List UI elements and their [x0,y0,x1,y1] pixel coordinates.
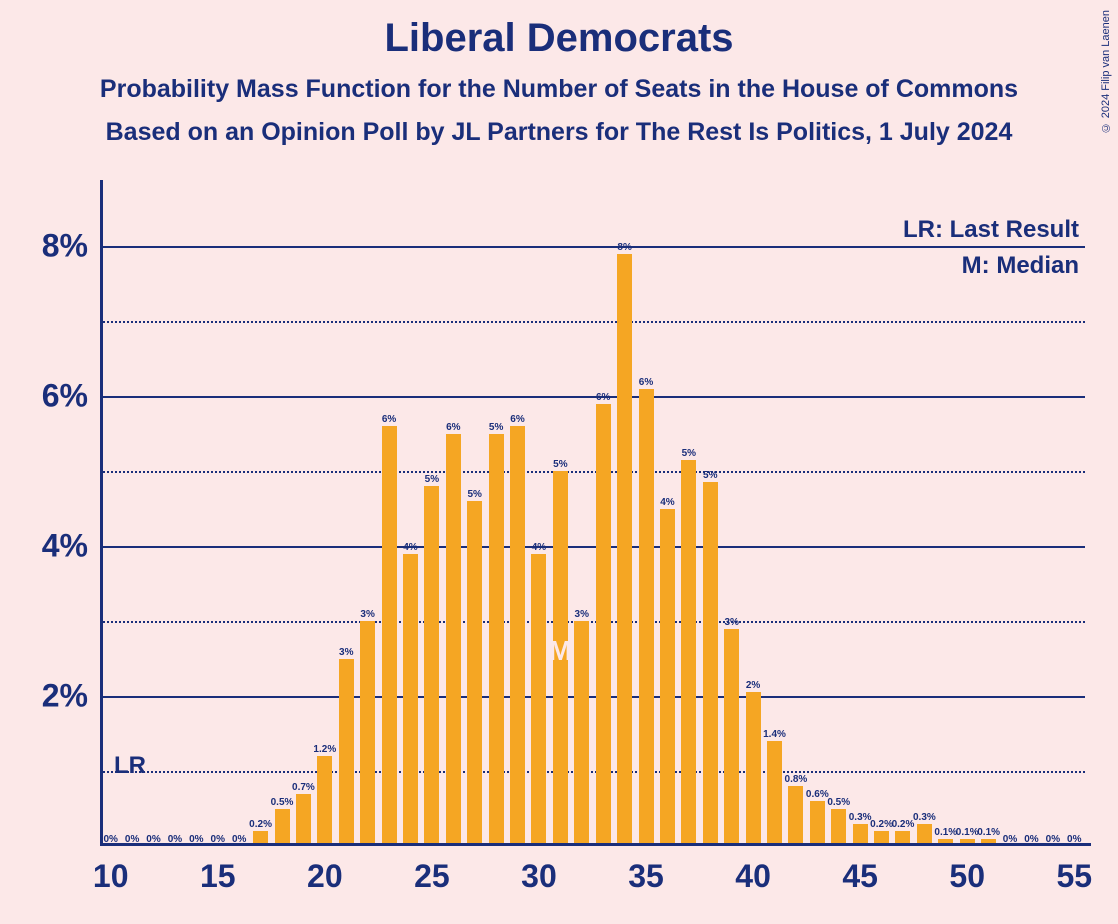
xtick-label: 25 [414,846,450,895]
bar: 2% [746,692,761,846]
bar-value-label: 5% [425,474,439,486]
bar-value-label: 0.5% [271,797,294,809]
ytick-label: 6% [42,378,100,415]
chart-subtitle-2: Based on an Opinion Poll by JL Partners … [0,118,1118,147]
x-axis [100,843,1091,846]
bar-value-label: 5% [467,489,481,501]
bar-value-label: 5% [489,422,503,434]
bar-value-label: 6% [639,377,653,389]
bar-value-label: 4% [532,542,546,554]
xtick-label: 10 [93,846,129,895]
bar: 6% [446,434,461,847]
plot-area: 2%4%6%8%LR0%0%0%0%0%0%0%0.2%0.5%0.7%1.2%… [100,186,1085,846]
bar-value-label: 4% [660,497,674,509]
chart-title: Liberal Democrats [0,0,1118,61]
bar-value-label: 6% [596,392,610,404]
gridline-major [100,396,1085,398]
bar: 6% [596,404,611,847]
bar-value-label: 5% [553,459,567,471]
bar-value-label: 1.4% [763,729,786,741]
bar: 3% [724,629,739,847]
bar: 5% [681,460,696,846]
bar: 0.5% [831,809,846,847]
bar: 6% [510,426,525,846]
bar-value-label: 6% [382,414,396,426]
gridline-minor [100,621,1085,623]
ytick-label: 4% [42,528,100,565]
bar-value-label: 0.3% [849,812,872,824]
bar: 0.8% [788,786,803,846]
bar: 0.7% [296,794,311,847]
bar-value-label: 0.2% [870,819,893,831]
gridline-major [100,546,1085,548]
bar: 5% [424,486,439,846]
xtick-label: 50 [949,846,985,895]
xtick-label: 35 [628,846,664,895]
bar-value-label: 0.2% [892,819,915,831]
pmf-bar-chart: 2%4%6%8%LR0%0%0%0%0%0%0%0.2%0.5%0.7%1.2%… [100,186,1085,846]
gridline-major [100,246,1085,248]
bar-value-label: 3% [339,647,353,659]
bar: 0.5% [275,809,290,847]
legend-lr: LR: Last Result [903,216,1079,244]
bar-value-label: 0.1% [934,827,957,839]
bar-value-label: 8% [617,242,631,254]
bar: 5% [467,501,482,846]
bar-value-label: 6% [510,414,524,426]
bar-value-label: 5% [682,448,696,460]
gridline-major [100,696,1085,698]
xtick-label: 15 [200,846,236,895]
xtick-label: 40 [735,846,771,895]
bar: 5% [703,482,718,846]
bar-value-label: 1.2% [313,744,336,756]
ytick-label: 2% [42,678,100,715]
bar: 4% [403,554,418,847]
bar-value-label: 4% [403,542,417,554]
lr-marker: LR [114,752,146,780]
bar-value-label: 0.1% [956,827,979,839]
bar-value-label: 2% [746,680,760,692]
bar: 8% [617,254,632,847]
bar-value-label: 3% [724,617,738,629]
bar-value-label: 0.2% [249,819,272,831]
bar-value-label: 3% [575,609,589,621]
gridline-minor [100,471,1085,473]
legend-median: M: Median [962,252,1079,280]
gridline-minor [100,771,1085,773]
xtick-label: 45 [842,846,878,895]
xtick-label: 30 [521,846,557,895]
copyright-text: © 2024 Filip van Laenen [1100,10,1112,133]
bar: 3% [360,621,375,846]
bar-value-label: 0.6% [806,789,829,801]
bar: 4% [660,509,675,847]
bar: 1.2% [317,756,332,846]
bar-value-label: 0.7% [292,782,315,794]
bar: 5% [489,434,504,847]
bar: 5% [553,471,568,846]
bar-value-label: 0.8% [785,774,808,786]
bar: 6% [639,389,654,847]
bar: 6% [382,426,397,846]
bar: 4% [531,554,546,847]
y-axis [100,180,103,846]
bar-value-label: 5% [703,470,717,482]
gridline-minor [100,321,1085,323]
bar: 3% [339,659,354,847]
bar-value-label: 0.3% [913,812,936,824]
xtick-label: 55 [1056,846,1092,895]
xtick-label: 20 [307,846,343,895]
bar: 0.6% [810,801,825,846]
chart-subtitle-1: Probability Mass Function for the Number… [0,75,1118,104]
bar-value-label: 6% [446,422,460,434]
bar: 3% [574,621,589,846]
bar-value-label: 3% [360,609,374,621]
ytick-label: 8% [42,228,100,265]
bar-value-label: 0.1% [977,827,1000,839]
bar: 1.4% [767,741,782,846]
bar-value-label: 0.5% [827,797,850,809]
